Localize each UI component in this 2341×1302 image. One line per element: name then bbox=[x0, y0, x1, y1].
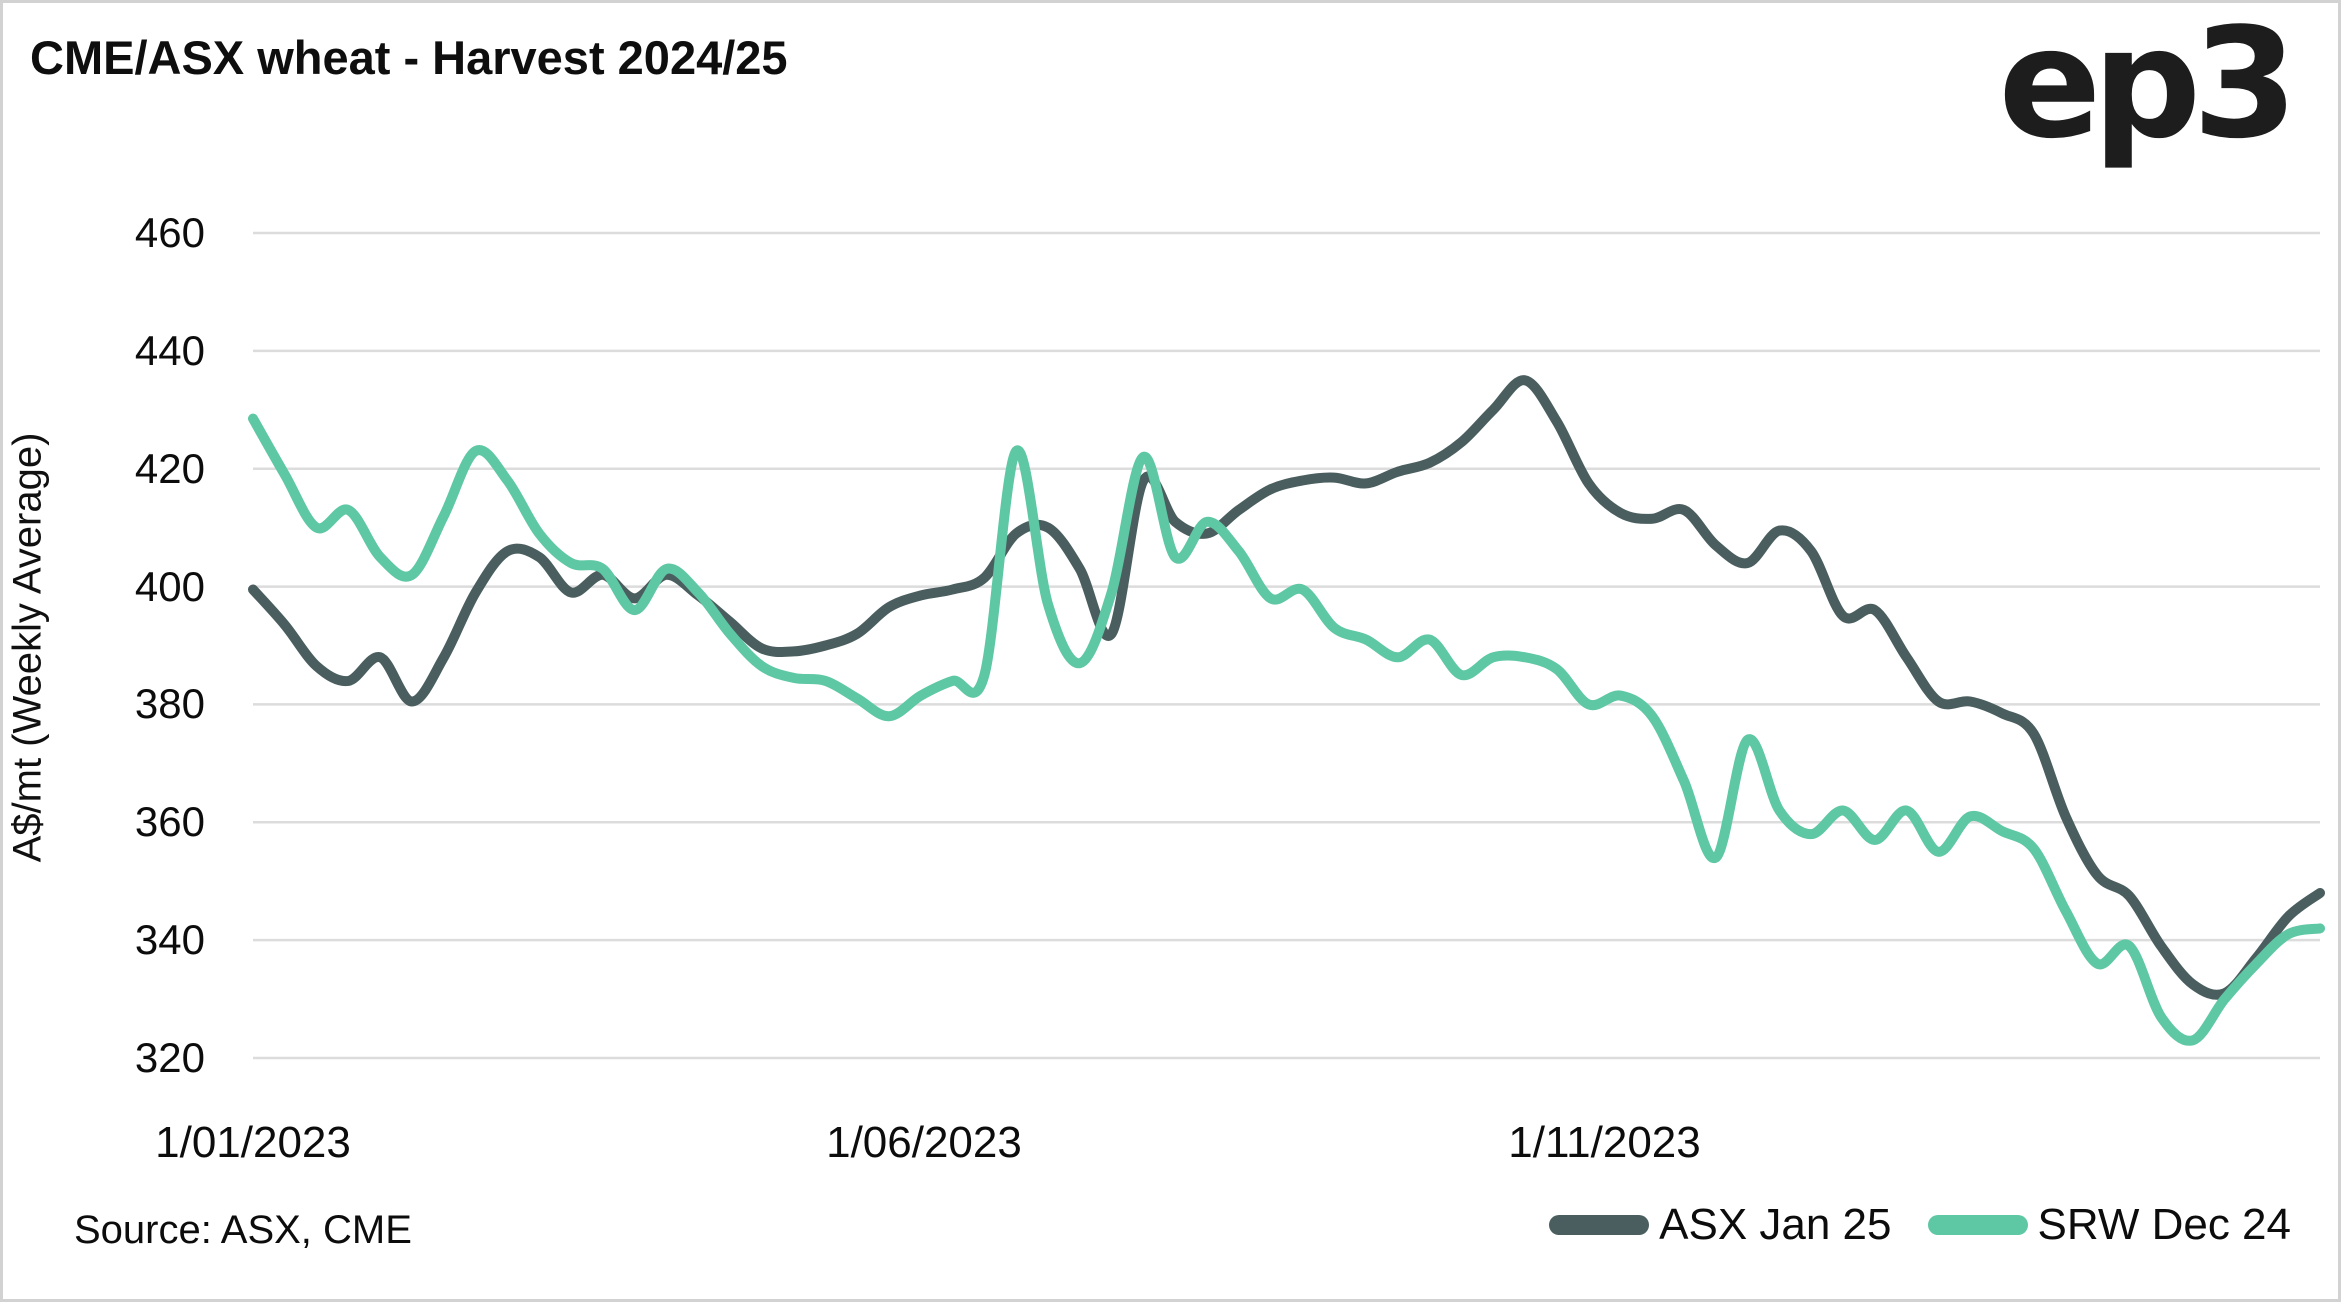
y-tick-label-320: 320 bbox=[134, 1034, 205, 1081]
series-line-srw-dec-24 bbox=[248, 413, 2325, 1046]
y-tick-label-400: 400 bbox=[134, 562, 205, 610]
legend: ASX Jan 25 SRW Dec 24 bbox=[1549, 1200, 2291, 1250]
y-axis-label: A$/mt (Weekly Average) bbox=[5, 432, 50, 863]
source-note: Source: ASX, CME bbox=[74, 1208, 412, 1252]
legend-swatch-srw-icon bbox=[1927, 1215, 2028, 1235]
y-tick-label-380: 380 bbox=[134, 680, 205, 728]
x-tick-label-1-06-2023: 1/06/2023 bbox=[826, 1118, 1022, 1167]
x-tick-label-1-01-2023: 1/01/2023 bbox=[155, 1118, 351, 1167]
y-tick-label-460: 460 bbox=[134, 209, 205, 256]
legend-label-srw: SRW Dec 24 bbox=[2037, 1200, 2292, 1249]
y-tick-label-340: 340 bbox=[134, 916, 205, 964]
legend-swatch-asx-icon bbox=[1549, 1215, 1650, 1235]
y-tick-label-360: 360 bbox=[134, 798, 205, 846]
y-tick-label-440: 440 bbox=[134, 326, 205, 374]
y-tick-label-420: 420 bbox=[134, 444, 205, 492]
series-line-asx-jan-25 bbox=[248, 375, 2325, 1000]
legend-item-asx-jan-25: ASX Jan 25 bbox=[1549, 1200, 1892, 1250]
legend-label-asx: ASX Jan 25 bbox=[1659, 1200, 1892, 1249]
x-tick-label-1-11-2023: 1/11/2023 bbox=[1508, 1118, 1701, 1167]
chart-title: CME/ASX wheat - Harvest 2024/25 bbox=[30, 31, 788, 84]
legend-item-srw-dec-24: SRW Dec 24 bbox=[1927, 1200, 2292, 1250]
ep3-logo: ep3 bbox=[1998, 0, 2298, 172]
